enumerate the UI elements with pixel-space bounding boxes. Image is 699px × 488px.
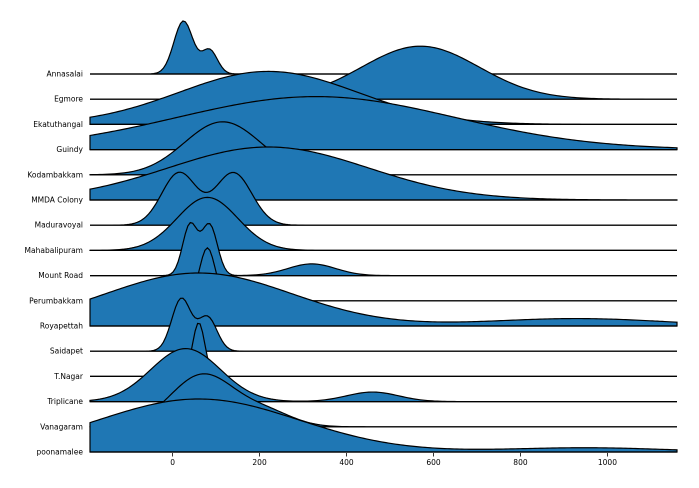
category-label: Annasalai (46, 70, 83, 79)
ridge-poonamalee (89, 398, 678, 453)
x-tick-label: 0 (170, 458, 175, 467)
category-label: Mahabalipuram (25, 246, 83, 255)
ridges-group (89, 20, 678, 453)
category-label: Vanagaram (40, 422, 83, 431)
ridge-area (89, 398, 678, 453)
category-label: Kodambakkam (27, 170, 83, 179)
x-axis: 0 200 400 600 800 1000 (170, 453, 617, 467)
ridge-area (89, 272, 678, 327)
category-label: MMDA Colony (31, 196, 83, 205)
x-tick-label: 1000 (598, 458, 617, 467)
category-labels-group: Annasalai Egmore Ekatuthangal Guindy Kodamba… (25, 70, 84, 457)
category-label: T.Nagar (53, 372, 84, 381)
category-label: Triplicane (46, 397, 83, 406)
x-tick-label: 400 (339, 458, 354, 467)
category-label: Saidapet (50, 347, 83, 356)
x-tick-label: 200 (252, 458, 267, 467)
category-label: Guindy (56, 145, 83, 154)
x-tick-label: 600 (426, 458, 441, 467)
category-label: Perumbakkam (29, 296, 83, 305)
category-label: Egmore (54, 95, 83, 104)
category-label: Maduravoyal (35, 221, 83, 230)
x-tick-label: 800 (513, 458, 528, 467)
category-label: poonamalee (36, 448, 83, 457)
category-label: Mount Road (38, 271, 83, 280)
category-label: Ekatuthangal (33, 120, 83, 129)
category-label: Royapettah (40, 322, 83, 331)
